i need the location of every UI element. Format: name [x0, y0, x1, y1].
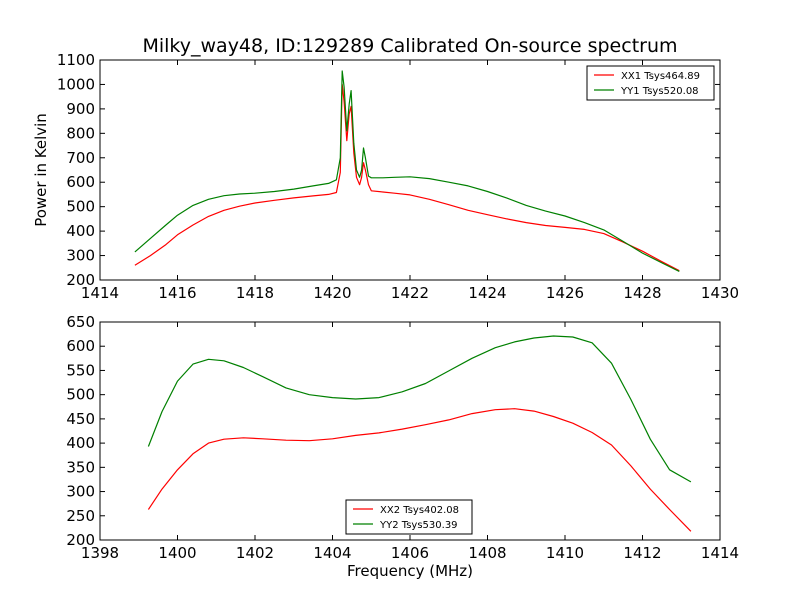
- x-tick-label: 1412: [623, 544, 661, 562]
- figure-title: Milky_way48, ID:129289 Calibrated On-sou…: [142, 35, 677, 57]
- y-tick-label: 650: [66, 313, 95, 331]
- x-tick-label: 1406: [391, 544, 429, 562]
- legend-box: [586, 65, 715, 101]
- legend: XX1 Tsys464.89 YY1 Tsys520.08: [586, 65, 715, 101]
- y-tick-label: 250: [66, 507, 95, 525]
- legend-label: XX1 Tsys464.89: [621, 71, 700, 82]
- y-tick-label: 600: [66, 337, 95, 355]
- x-tick-label: 1402: [236, 544, 274, 562]
- y-tick-label: 550: [66, 361, 95, 379]
- y-tick-label: 500: [66, 386, 95, 404]
- y-tick-label: 400: [66, 434, 95, 452]
- y-tick-label: 600: [66, 173, 95, 191]
- x-tick-label: 1410: [546, 544, 584, 562]
- x-tick-label: 1430: [701, 284, 739, 302]
- x-tick-label: 1404: [313, 544, 351, 562]
- legend-label: XX2 Tsys402.08: [380, 505, 459, 516]
- x-tick-label: 1426: [546, 284, 584, 302]
- series-line-1: [134, 83, 680, 272]
- x-tick-label: 1428: [623, 284, 661, 302]
- x-tick-label: 1424: [468, 284, 506, 302]
- y-tick-label: 500: [66, 198, 95, 216]
- y-tick-label: 1100: [57, 51, 95, 69]
- y-tick-label: 200: [66, 271, 95, 289]
- y-tick-label: 700: [66, 149, 95, 167]
- y-tick-label: 300: [66, 247, 95, 265]
- legend-label: YY2 Tsys530.39: [379, 520, 458, 531]
- y-tick-label: 200: [66, 531, 95, 549]
- lower-plot: 1398 1400 1402 1404 1406 1408 1410 1412 1414 200 2…: [66, 313, 739, 580]
- x-tick-label: 1418: [236, 284, 274, 302]
- y-tick-label: 300: [66, 483, 95, 501]
- y-tick-label: 1000: [57, 75, 95, 93]
- x-tick-label: 1398: [81, 544, 119, 562]
- y-tick-label: 800: [66, 124, 95, 142]
- legend: XX2 Tsys402.08 YY2 Tsys530.39: [345, 499, 473, 535]
- y-tick-label: 450: [66, 410, 95, 428]
- x-axis-label: Frequency (MHz): [347, 562, 473, 580]
- series-line-2: [147, 335, 692, 483]
- x-tick-label: 1422: [391, 284, 429, 302]
- y-axis-label: Power in Kelvin: [32, 113, 50, 227]
- upper-plot: 1414 1416 1418 1420 1422 1424 1426 1428 1430 200 3…: [32, 51, 739, 302]
- y-tick-label: 350: [66, 458, 95, 476]
- series-line-1: [147, 408, 692, 532]
- legend-box: [345, 499, 473, 535]
- legend-label: YY1 Tsys520.08: [620, 86, 699, 97]
- x-tick-label: 1420: [313, 284, 351, 302]
- y-tick-label: 900: [66, 100, 95, 118]
- x-tick-label: 1408: [468, 544, 506, 562]
- x-tick-label: 1416: [158, 284, 196, 302]
- x-tick-label: 1414: [701, 544, 739, 562]
- x-tick-label: 1400: [158, 544, 196, 562]
- series-line-2: [134, 70, 680, 272]
- x-tick-label: 1414: [81, 284, 119, 302]
- y-tick-label: 400: [66, 222, 95, 240]
